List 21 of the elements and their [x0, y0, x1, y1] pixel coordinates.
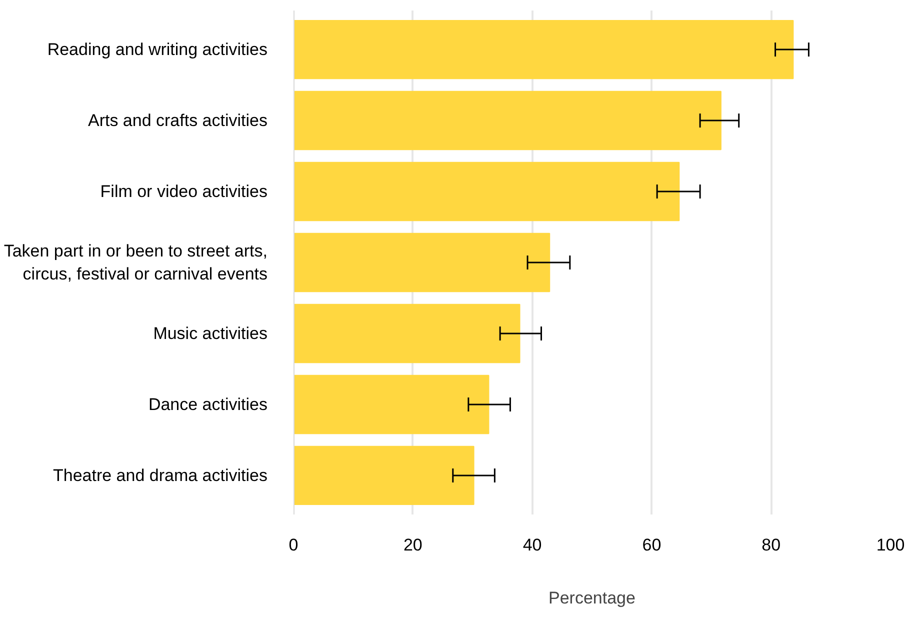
y-tick-label: Music activities	[153, 324, 268, 343]
bar	[294, 304, 520, 364]
y-tick-label: Theatre and drama activities	[53, 466, 268, 485]
bar	[294, 232, 550, 292]
x-tick-label: 20	[403, 536, 422, 554]
y-tick-label: Reading and writing activities	[47, 40, 268, 60]
bar	[294, 162, 680, 222]
x-tick-label: 40	[522, 536, 542, 554]
bar	[294, 90, 722, 150]
y-tick-label: Film or video activities	[100, 182, 268, 202]
y-tick-label: Arts and crafts activities	[88, 111, 268, 130]
x-tick-label: 80	[762, 536, 781, 554]
y-tick-label: Taken part in or been to street arts, circus, festival or carnival events	[4, 242, 268, 284]
bar	[294, 20, 794, 80]
bar	[294, 446, 474, 506]
x-tick-label: 60	[642, 536, 662, 554]
y-tick-label: Dance activities	[148, 394, 268, 414]
bar	[294, 374, 490, 434]
x-tick-label: 100	[876, 536, 905, 554]
x-axis-title: Percentage	[548, 588, 636, 608]
x-tick-label: 0	[288, 536, 298, 554]
